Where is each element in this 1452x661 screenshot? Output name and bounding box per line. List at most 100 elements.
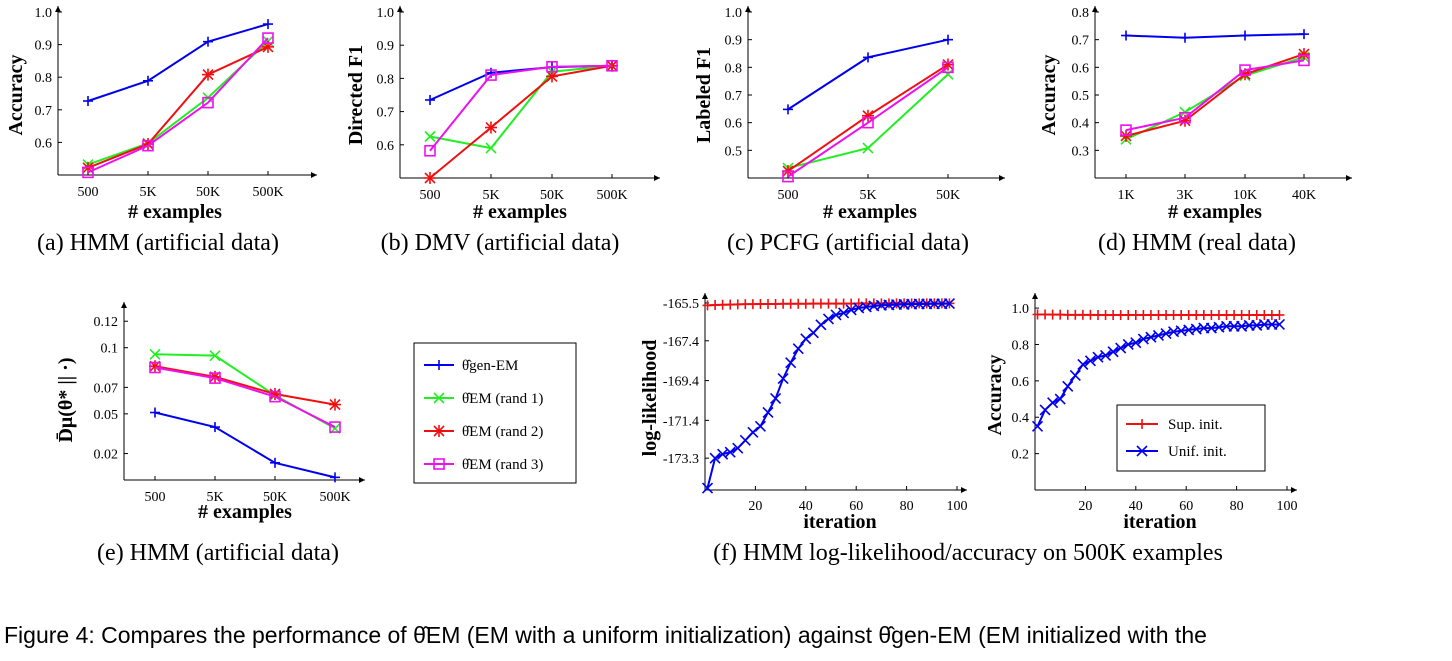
data-point: [485, 142, 497, 154]
x-axis-label: # examples: [473, 201, 567, 223]
y-tick-label: 0.7: [35, 104, 53, 119]
data-point: [209, 372, 221, 384]
series-gen: [701, 298, 956, 494]
data-point: [83, 95, 93, 106]
y-tick-label: 0.2: [1012, 448, 1030, 463]
y-axis-label: Accuracy: [5, 54, 27, 135]
data-point: [942, 68, 954, 80]
y-tick-label: 0.7: [725, 89, 743, 104]
x-tick-label: 500: [778, 188, 799, 203]
y-axis-label: Accuracy: [984, 354, 1006, 435]
series-line: [429, 64, 613, 152]
y-tick-label: 0.8: [725, 61, 743, 76]
x-axis-arrow: [1291, 487, 1297, 493]
subcaption: (a) HMM (artificial data): [37, 230, 279, 256]
x-tick-label: 50K: [540, 188, 564, 203]
y-tick-label: 0.6: [725, 117, 743, 132]
series-r2: [149, 360, 341, 411]
y-tick-label: 0.12: [94, 315, 119, 330]
data-point: [329, 421, 341, 433]
legend-label: θ̂EM (rand 3): [462, 457, 543, 473]
data-point: [606, 59, 618, 72]
chart-f2: 0.2 0.4 0.6 0.8 1.0 20 40 60 80 100 iteration Accur…: [984, 293, 1298, 533]
x-axis-label: # examples: [128, 201, 222, 223]
legend-label: θ̂EM (rand 1): [462, 391, 543, 407]
y-axis-label: Accuracy: [1038, 54, 1060, 135]
y-tick-label: 0.07: [94, 381, 119, 396]
y-tick-label: 1.0: [1012, 302, 1030, 317]
series-line: [429, 64, 613, 179]
data-point: [701, 482, 714, 494]
data-point: [1107, 346, 1119, 358]
series-line: [154, 411, 336, 479]
y-tick-label: 0.9: [377, 39, 395, 54]
y-tick-label: -171.4: [663, 414, 699, 429]
data-point: [210, 422, 220, 433]
x-tick-label: 5K: [482, 188, 499, 203]
y-tick-label: 0.4: [1072, 117, 1090, 132]
data-point: [1054, 393, 1066, 405]
y-axis-arrow: [1092, 6, 1098, 12]
series-r2: [1032, 309, 1285, 321]
x-tick-label: 5K: [139, 185, 156, 200]
data-point: [943, 298, 956, 310]
data-point: [1077, 358, 1089, 371]
data-point: [747, 426, 759, 438]
x-tick-label: 5K: [859, 188, 876, 203]
data-point: [1298, 48, 1310, 61]
series-r3: [149, 361, 341, 433]
series-r1: [82, 35, 274, 171]
y-tick-label: 0.6: [1012, 375, 1030, 390]
series-line: [787, 66, 949, 178]
data-point: [1115, 342, 1127, 354]
x-axis-label: iteration: [1123, 511, 1196, 533]
data-point: [785, 357, 797, 369]
legend-label: Sup. init.: [1168, 417, 1223, 433]
series-r3: [782, 61, 954, 183]
x-tick-label: 60: [849, 499, 863, 514]
y-tick-label: 0.6: [35, 136, 53, 151]
y-tick-label: 0.05: [94, 408, 119, 423]
data-point: [424, 130, 436, 143]
data-point: [942, 58, 954, 71]
data-point: [1120, 124, 1132, 136]
x-axis-label: # examples: [198, 501, 292, 523]
y-axis-label: Directed F1: [345, 45, 367, 145]
series-line: [429, 64, 613, 150]
x-tick-label: 50K: [196, 185, 220, 200]
series-line: [87, 45, 269, 169]
data-point: [149, 348, 161, 360]
subcaption: (b) DMV (artificial data): [381, 230, 620, 256]
data-point: [203, 36, 213, 47]
y-tick-label: 0.9: [725, 34, 743, 49]
legend-label: θ̂EM (rand 2): [462, 424, 543, 440]
series-r3: [82, 32, 274, 179]
y-tick-label: -167.4: [663, 335, 699, 350]
y-tick-label: 0.1: [101, 342, 119, 357]
y-axis-arrow: [55, 6, 61, 12]
y-tick-label: 0.6: [377, 139, 395, 154]
y-axis-arrow: [397, 6, 403, 12]
legend-marker: [1137, 419, 1147, 429]
x-tick-label: 50K: [936, 188, 960, 203]
data-point: [1062, 380, 1074, 392]
data-point: [942, 61, 954, 74]
data-point: [1121, 30, 1131, 41]
series-gen: [783, 34, 953, 115]
x-tick-label: 500K: [596, 188, 627, 203]
series-gen: [150, 407, 340, 483]
legend-marker: [433, 425, 445, 437]
data-point: [209, 350, 221, 362]
y-tick-label: 0.5: [725, 144, 743, 159]
series-line: [87, 37, 269, 174]
data-point: [425, 94, 435, 105]
data-point: [82, 166, 94, 179]
data-point: [1130, 337, 1142, 349]
legend-marker: [433, 458, 445, 470]
data-point: [485, 69, 497, 81]
y-axis-arrow: [121, 302, 127, 308]
chart-b: 0.6 0.7 0.8 0.9 1.0 500 5K 50K 500K # examples Dir…: [345, 6, 660, 256]
x-axis-label: # examples: [823, 201, 917, 223]
y-tick-label: 1.0: [377, 6, 395, 21]
data-point: [1299, 29, 1309, 40]
